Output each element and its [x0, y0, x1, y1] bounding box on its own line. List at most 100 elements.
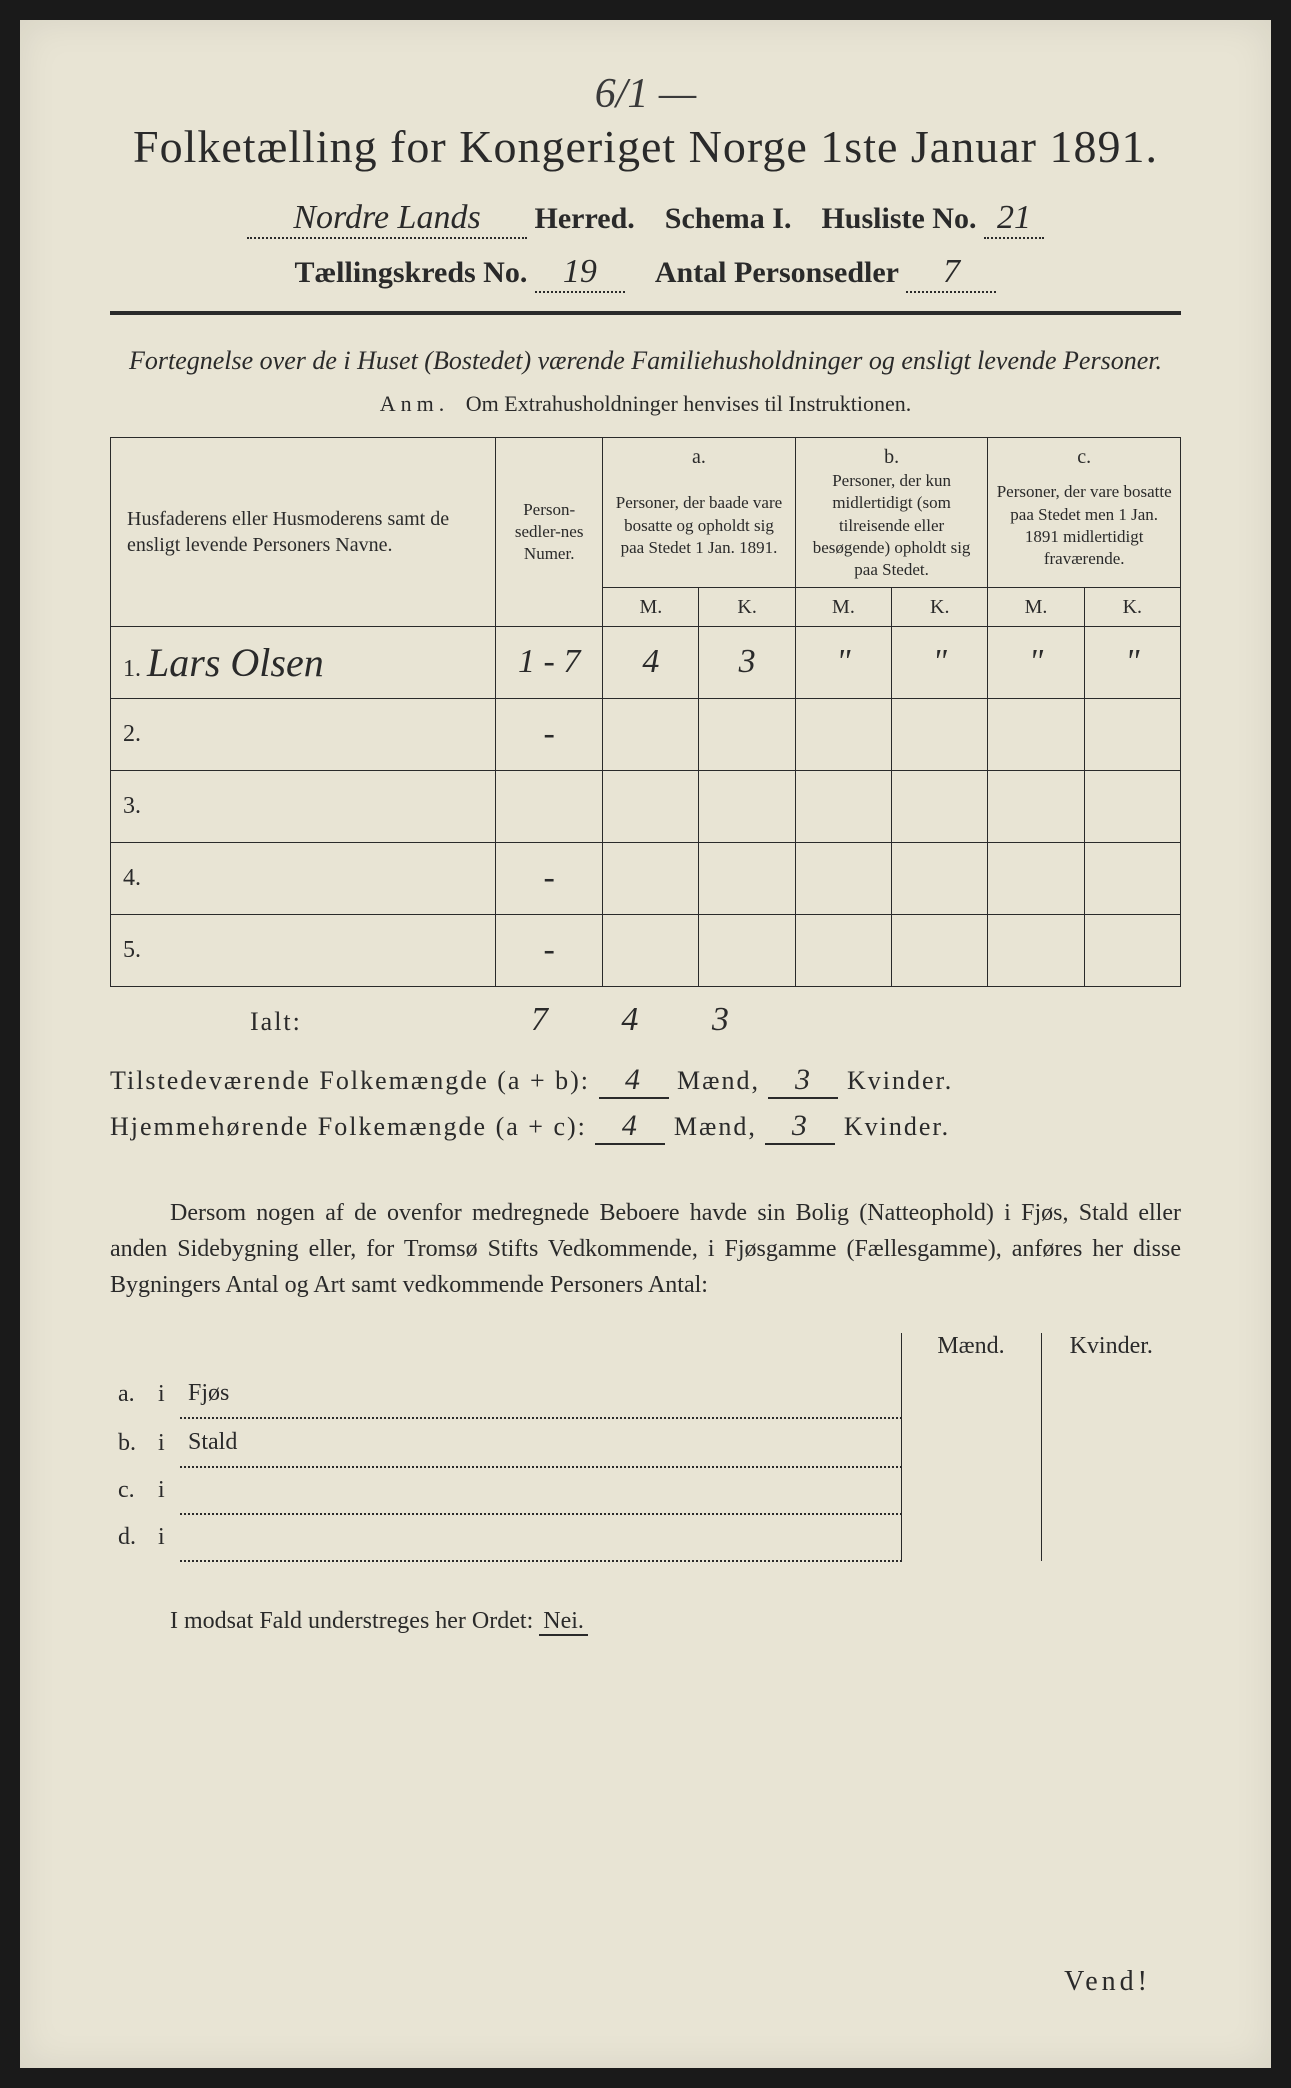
- summary-2-label: Hjemmehørende Folkemængde (a + c):: [110, 1112, 587, 1141]
- row-name-cell: 4.: [111, 842, 496, 914]
- cell-num: [496, 770, 603, 842]
- bottom-row-kvinder: [1041, 1418, 1181, 1467]
- row-number: 4.: [123, 865, 141, 891]
- bottom-row-text: [180, 1467, 901, 1514]
- main-table: Husfaderens eller Husmoderens samt de en…: [110, 437, 1181, 986]
- page-annotation: 6/1 —: [595, 70, 697, 118]
- cell-num: -: [496, 698, 603, 770]
- cell-cK: [1084, 698, 1180, 770]
- col-b-label: b.: [795, 438, 988, 471]
- summary-maend-2: Mænd,: [674, 1112, 757, 1141]
- ialt-label: Ialt:: [250, 1007, 302, 1036]
- row-number: 1.: [123, 656, 147, 682]
- cell-bM: ": [795, 626, 891, 698]
- a-m: M.: [603, 587, 699, 626]
- ialt-ak: 3: [681, 1001, 761, 1039]
- bottom-row-i: i: [150, 1370, 180, 1418]
- bottom-table: Mænd. Kvinder. a.iFjøsb.iStaldc.id.i: [110, 1333, 1181, 1562]
- summary-kvinder-1: Kvinder.: [847, 1066, 953, 1095]
- col-a-desc: Personer, der baade vare bosatte og opho…: [603, 470, 796, 587]
- bottom-row: c.i: [110, 1467, 1181, 1514]
- bottom-kvinder-header: Kvinder.: [1041, 1333, 1181, 1370]
- row-name-cell: 2.: [111, 698, 496, 770]
- bottom-row-label: c.: [110, 1467, 150, 1514]
- cell-aK: 3: [699, 626, 795, 698]
- cell-cK: [1084, 770, 1180, 842]
- summary-2-m: 4: [595, 1109, 665, 1145]
- cell-aK: [699, 842, 795, 914]
- bottom-row-text: Stald: [180, 1418, 901, 1467]
- table-row: 4. -: [111, 842, 1181, 914]
- bottom-row-text: Fjøs: [180, 1370, 901, 1418]
- col-c-label: c.: [988, 438, 1181, 471]
- cell-num: -: [496, 842, 603, 914]
- bottom-row-maend: [901, 1467, 1041, 1514]
- row-name-cell: 1. Lars Olsen: [111, 626, 496, 698]
- cell-bM: [795, 698, 891, 770]
- header-line-2: Tællingskreds No. 19 Antal Personsedler …: [110, 253, 1181, 293]
- bottom-row-i: i: [150, 1514, 180, 1561]
- bottom-row-kvinder: [1041, 1467, 1181, 1514]
- bottom-row-i: i: [150, 1467, 180, 1514]
- table-row: 1. Lars Olsen1 - 743"""": [111, 626, 1181, 698]
- cell-bM: [795, 842, 891, 914]
- cell-bM: [795, 770, 891, 842]
- census-form-page: 6/1 — Folketælling for Kongeriget Norge …: [20, 20, 1271, 2068]
- summary-line-1: Tilstedeværende Folkemængde (a + b): 4 M…: [110, 1063, 1181, 1099]
- cell-cM: [988, 698, 1084, 770]
- anm-text: Om Extrahusholdninger henvises til Instr…: [466, 391, 911, 416]
- form-title: Folketælling for Kongeriget Norge 1ste J…: [110, 120, 1181, 173]
- cell-aM: [603, 914, 699, 986]
- summary-1-m: 4: [599, 1063, 669, 1099]
- bottom-row-label: d.: [110, 1514, 150, 1561]
- summary-1-k: 3: [768, 1063, 838, 1099]
- cell-bK: [892, 842, 988, 914]
- summary-maend-1: Mænd,: [677, 1066, 760, 1095]
- cell-bK: ": [892, 626, 988, 698]
- a-k: K.: [699, 587, 795, 626]
- cell-cM: ": [988, 626, 1084, 698]
- summary-2-k: 3: [765, 1109, 835, 1145]
- cell-cM: [988, 770, 1084, 842]
- row-name-cell: 3.: [111, 770, 496, 842]
- bottom-row-label: a.: [110, 1370, 150, 1418]
- summary-1-label: Tilstedeværende Folkemængde (a + b):: [110, 1066, 590, 1095]
- husliste-label: Husliste No.: [821, 202, 976, 235]
- subtitle: Fortegnelse over de i Huset (Bostedet) v…: [110, 343, 1181, 379]
- c-m: M.: [988, 587, 1084, 626]
- header-line-1: Nordre Lands Herred. Schema I. Husliste …: [110, 199, 1181, 239]
- col-c-desc: Personer, der vare bosatte paa Stedet me…: [988, 470, 1181, 587]
- antal-value: 7: [906, 253, 996, 293]
- cell-cM: [988, 914, 1084, 986]
- bottom-row-maend: [901, 1370, 1041, 1418]
- cell-aM: [603, 698, 699, 770]
- bottom-row: b.iStald: [110, 1418, 1181, 1467]
- vend-label: Vend!: [1064, 1966, 1151, 1998]
- cell-cM: [988, 842, 1084, 914]
- bottom-maend-header: Mænd.: [901, 1333, 1041, 1370]
- c-k: K.: [1084, 587, 1180, 626]
- cell-cK: [1084, 914, 1180, 986]
- row-number: 5.: [123, 937, 141, 963]
- cell-bK: [892, 770, 988, 842]
- ialt-row: Ialt: 7 4 3: [250, 1001, 1181, 1039]
- col-names-header: Husfaderens eller Husmoderens samt de en…: [111, 438, 496, 626]
- nei-text: I modsat Fald understreges her Ordet:: [170, 1608, 533, 1634]
- antal-label: Antal Personsedler: [655, 256, 899, 289]
- summary-line-2: Hjemmehørende Folkemængde (a + c): 4 Mæn…: [110, 1109, 1181, 1145]
- bottom-row-kvinder: [1041, 1370, 1181, 1418]
- col-num-header: Person-sedler-nes Numer.: [496, 438, 603, 626]
- kreds-value: 19: [535, 253, 625, 293]
- cell-aM: [603, 842, 699, 914]
- nei-line: I modsat Fald understreges her Ordet: Ne…: [110, 1608, 1181, 1635]
- row-name-value: Lars Olsen: [147, 640, 324, 685]
- nei-word: Nei.: [539, 1608, 588, 1636]
- bottom-row: a.iFjøs: [110, 1370, 1181, 1418]
- col-a-label: a.: [603, 438, 796, 471]
- paragraph: Dersom nogen af de ovenfor medregnede Be…: [110, 1195, 1181, 1303]
- bottom-row-maend: [901, 1514, 1041, 1561]
- bottom-row-maend: [901, 1418, 1041, 1467]
- cell-cK: ": [1084, 626, 1180, 698]
- bottom-row-text: [180, 1514, 901, 1561]
- husliste-value: 21: [984, 199, 1044, 239]
